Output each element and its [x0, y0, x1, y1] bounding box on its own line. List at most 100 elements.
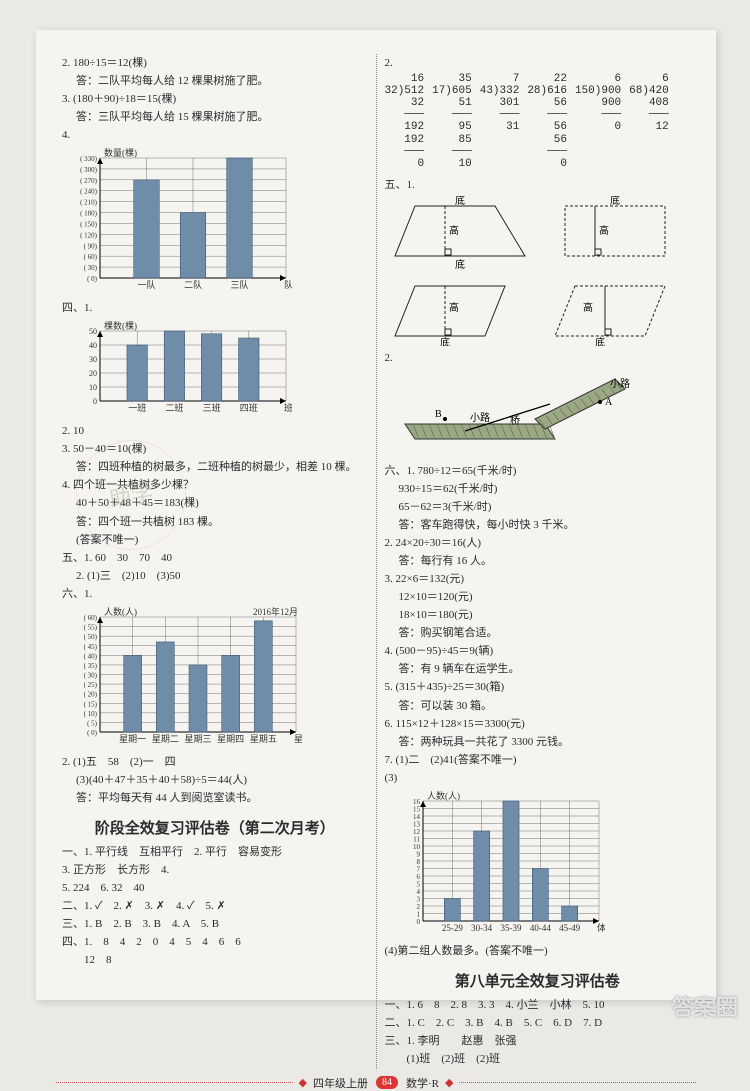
svg-text:40: 40: [89, 341, 97, 350]
svg-text:( 180): ( 180): [80, 210, 98, 218]
text-line: 2.: [385, 55, 691, 72]
svg-text:16: 16: [413, 798, 421, 806]
text-line: 40＋50＋48＋45＝183(棵): [62, 495, 368, 512]
section-label: 五、1.: [385, 177, 691, 194]
svg-text:2016年12月: 2016年12月: [253, 606, 298, 617]
text-line: 12×10＝120(元): [385, 589, 691, 606]
svg-text:7: 7: [416, 865, 420, 873]
svg-text:( 40): ( 40): [84, 652, 98, 660]
svg-text:B: B: [435, 409, 442, 420]
svg-text:( 15): ( 15): [84, 700, 98, 708]
svg-text:二班: 二班: [165, 402, 183, 413]
svg-text:( 25): ( 25): [84, 681, 98, 689]
svg-text:50: 50: [89, 327, 97, 336]
svg-text:1: 1: [416, 910, 420, 918]
text-line: 二、1. C 2. C 3. B 4. B 5. C 6. D 7. D: [385, 1015, 691, 1032]
text-line: 五、1. 60 30 70 40: [62, 550, 368, 567]
left-column: 2. 180÷15＝12(棵) 答：二队平均每人给 12 棵果树施了肥。 3. …: [56, 54, 374, 1069]
text-line: 答：两种玩具一共花了 3300 元钱。: [385, 734, 691, 751]
text-line: 答：平均每天有 44 人到阅览室读书。: [62, 790, 368, 807]
svg-text:( 5): ( 5): [87, 719, 98, 727]
long-division: 35 17)605 51 ─── 95 85 ─── 10: [432, 73, 472, 170]
svg-text:高: 高: [599, 224, 609, 237]
svg-text:底: 底: [440, 336, 450, 346]
text-line: 3. 50－40＝10(棵): [62, 441, 368, 458]
svg-text:( 270): ( 270): [80, 177, 98, 185]
section-title-phase: 阶段全效复习评估卷（第二次月考）: [62, 817, 368, 838]
bar-chart-weight: 01234567891011121314151625-2930-3435-394…: [385, 789, 605, 939]
svg-text:四班: 四班: [240, 402, 258, 413]
text-line: (3): [385, 770, 691, 787]
svg-text:二队: 二队: [184, 279, 202, 290]
svg-text:三队: 三队: [230, 279, 248, 290]
text-line: 答：三队平均每人给 15 棵果树施了肥。: [62, 109, 368, 126]
long-division: 22 28)616 56 ─── 56 56 ─── 0: [527, 73, 567, 170]
text-line: 2. (1)五 58 (2)一 四: [62, 754, 368, 771]
text-line: 四、1. 8 4 2 0 4 5 4 6 6: [62, 934, 368, 951]
svg-text:30-34: 30-34: [471, 923, 492, 933]
svg-text:一队: 一队: [137, 279, 155, 290]
svg-text:( 10): ( 10): [84, 710, 98, 718]
footer-rule: [459, 1082, 696, 1083]
columns: 2. 180÷15＝12(棵) 答：二队平均每人给 12 棵果树施了肥。 3. …: [56, 54, 696, 1069]
watermark-text: 答案圈: [672, 990, 738, 1022]
svg-text:25-29: 25-29: [441, 923, 462, 933]
svg-text:体重(kg): 体重(kg): [597, 922, 605, 933]
text-line: 18×10＝180(元): [385, 607, 691, 624]
svg-text:10: 10: [413, 843, 421, 851]
svg-text:( 60): ( 60): [84, 614, 98, 622]
road-bridge-diagram: BA小路小路桥: [385, 369, 645, 459]
text-line: 2. (1)三 (2)10 (3)50: [62, 568, 368, 585]
svg-text:20: 20: [89, 369, 97, 378]
text-line: 5. 224 6. 32 40: [62, 880, 368, 897]
svg-text:星期二: 星期二: [152, 734, 179, 744]
svg-text:( 240): ( 240): [80, 188, 98, 196]
svg-text:底: 底: [455, 196, 465, 207]
svg-text:班级: 班级: [284, 402, 292, 413]
text-line: 答：二队平均每人给 12 棵果树施了肥。: [62, 73, 368, 90]
section-title-unit8: 第八单元全效复习评估卷: [385, 970, 691, 991]
text-line: 7. (1)二 (2)41(答案不唯一): [385, 752, 691, 769]
svg-text:星期三: 星期三: [184, 734, 211, 744]
text-line: 答：购买钢笔合适。: [385, 625, 691, 642]
svg-text:( 45): ( 45): [84, 643, 98, 651]
svg-text:15: 15: [413, 805, 421, 813]
footer-diamond-icon: ◆: [299, 1076, 307, 1089]
svg-text:( 330): ( 330): [80, 155, 98, 163]
svg-text:4: 4: [416, 888, 420, 896]
svg-text:( 30): ( 30): [84, 264, 98, 272]
svg-text:数量(棵): 数量(棵): [104, 147, 137, 158]
long-division: 6 150)900 900 ─── 0: [575, 73, 621, 133]
footer-left: 四年级上册: [313, 1075, 368, 1091]
text-line: 2.: [385, 350, 691, 367]
svg-text:星期: 星期: [294, 734, 302, 744]
svg-text:队别: 队别: [284, 279, 292, 290]
page-number-badge: 84: [376, 1076, 398, 1089]
text-line: 答：有 9 辆车在运学生。: [385, 661, 691, 678]
svg-text:星期一: 星期一: [119, 734, 146, 744]
text-line: (答案不唯一): [62, 532, 368, 549]
svg-text:( 35): ( 35): [84, 662, 98, 670]
svg-text:35-39: 35-39: [500, 923, 521, 933]
svg-text:14: 14: [413, 813, 421, 821]
svg-text:三班: 三班: [203, 402, 221, 413]
column-divider: [376, 54, 377, 1069]
text-line: 6. 115×12＋128×15＝3300(元): [385, 716, 691, 733]
text-line: 2. 180÷15＝12(棵): [62, 55, 368, 72]
page: 2. 180÷15＝12(棵) 答：二队平均每人给 12 棵果树施了肥。 3. …: [36, 30, 716, 1000]
svg-text:A: A: [605, 397, 613, 408]
svg-text:( 150): ( 150): [80, 221, 98, 229]
geometry-shapes: 底高底底高高底高底: [385, 196, 685, 346]
footer-diamond-icon: ◆: [445, 1076, 453, 1089]
text-line: 答：客车跑得快，每小时快 3 千米。: [385, 517, 691, 534]
right-column: 2. 16 32)512 32 ─── 192 192 ─── 0 35 17)…: [379, 54, 697, 1069]
text-line: 一、1. 6 8 2. 8 3. 3 4. 小兰 小林 5. 10: [385, 997, 691, 1014]
svg-text:( 120): ( 120): [80, 232, 98, 240]
long-division: 6 68)420 408 ─── 12: [629, 73, 669, 133]
text-line: (3)(40＋47＋35＋40＋58)÷5＝44(人): [62, 772, 368, 789]
svg-text:12: 12: [413, 828, 421, 836]
bar-chart-weekdays: ( 0)( 5)( 10)( 15)( 20)( 25)( 30)( 35)( …: [62, 605, 302, 750]
svg-text:棵数(棵): 棵数(棵): [104, 320, 137, 331]
svg-text:底: 底: [610, 196, 620, 207]
footer-rule: [56, 1082, 293, 1083]
